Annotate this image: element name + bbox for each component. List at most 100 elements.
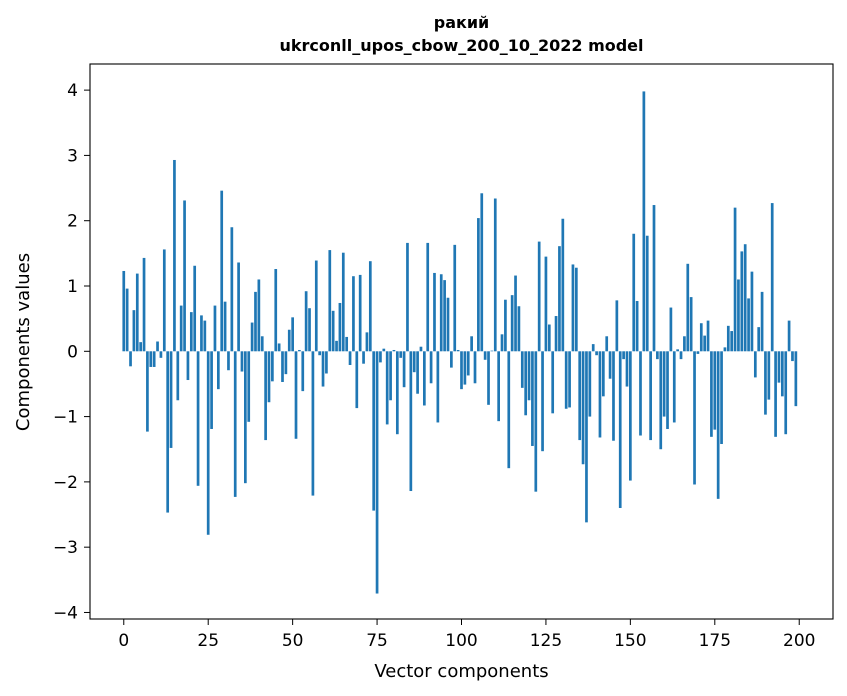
x-tick-label: 125 [530,631,562,651]
x-axis-ticks: 0 25 50 75 100 125 150 175 200 [118,619,815,651]
bar [244,351,247,484]
x-tick-label: 25 [197,631,219,651]
bar [510,295,514,352]
bar [686,263,690,352]
bar [547,324,551,352]
bar [490,350,494,352]
bar [635,301,639,352]
x-tick-label: 100 [445,631,477,651]
bar [720,351,723,445]
bar [325,351,328,374]
bar [250,322,254,352]
bar [480,193,484,352]
bar [331,310,335,352]
bar [629,351,632,481]
bar [385,351,389,425]
bar [598,351,602,438]
bar [743,244,747,352]
bar [662,351,666,417]
y-tick-label: 3 [67,146,78,166]
bar [196,351,200,486]
bar [659,351,663,450]
bar [294,351,298,439]
bar [193,265,197,352]
y-tick-label: −4 [53,603,78,623]
bar [284,351,288,375]
bar [443,280,446,352]
bar [605,336,609,352]
bar [433,272,436,352]
bar [524,351,528,416]
bar [460,351,463,390]
bar [375,351,379,594]
bar [561,218,565,352]
bar [358,274,362,352]
bar [740,251,744,352]
bar [247,351,251,422]
bar [689,297,693,352]
bar [142,257,146,352]
y-tick-label: 0 [67,342,78,362]
bar [162,249,166,352]
bar [169,351,173,448]
bar [179,305,183,352]
bar [335,340,338,352]
bar [372,351,376,511]
bar [176,351,180,401]
bar [679,351,683,360]
bar [223,301,227,352]
bar [402,351,406,388]
bar [669,307,673,352]
bar [392,349,396,352]
bar [206,351,210,535]
bar [132,310,136,352]
bar [595,351,598,356]
bar [311,351,315,496]
bar [466,351,470,376]
bar [416,351,419,394]
chart-title-line-1: ракий [434,13,490,32]
bar [642,91,646,352]
bar [777,351,781,383]
bar [534,351,538,492]
bar [601,351,605,397]
bar [581,351,585,465]
bar [287,329,291,352]
bar [554,316,558,352]
bar [453,244,457,352]
bar [260,336,264,352]
bar [389,351,392,401]
bar [507,351,511,469]
y-tick-label: −3 [53,538,78,558]
bar [406,242,409,352]
bar [341,252,345,352]
bar [362,351,365,364]
bar [173,159,176,352]
bar [784,351,788,435]
bar [588,351,592,417]
y-tick-label: 2 [67,212,78,232]
bar [281,351,284,382]
bar [541,351,544,452]
x-tick-label: 50 [282,631,304,651]
bar [156,341,159,352]
bar [699,323,703,352]
bar [183,200,186,352]
bar [298,349,301,352]
bar [379,351,382,363]
bar [683,336,686,352]
bar [314,260,318,352]
bar [395,351,399,435]
bar [210,351,213,429]
x-tick-label: 150 [614,631,646,651]
bars-group [122,91,798,594]
bar [514,275,517,352]
bar [429,351,433,384]
bar [135,273,139,352]
bar [551,351,555,414]
bar [166,351,170,513]
bar [230,227,234,352]
bar [791,351,794,362]
bar [304,291,308,352]
